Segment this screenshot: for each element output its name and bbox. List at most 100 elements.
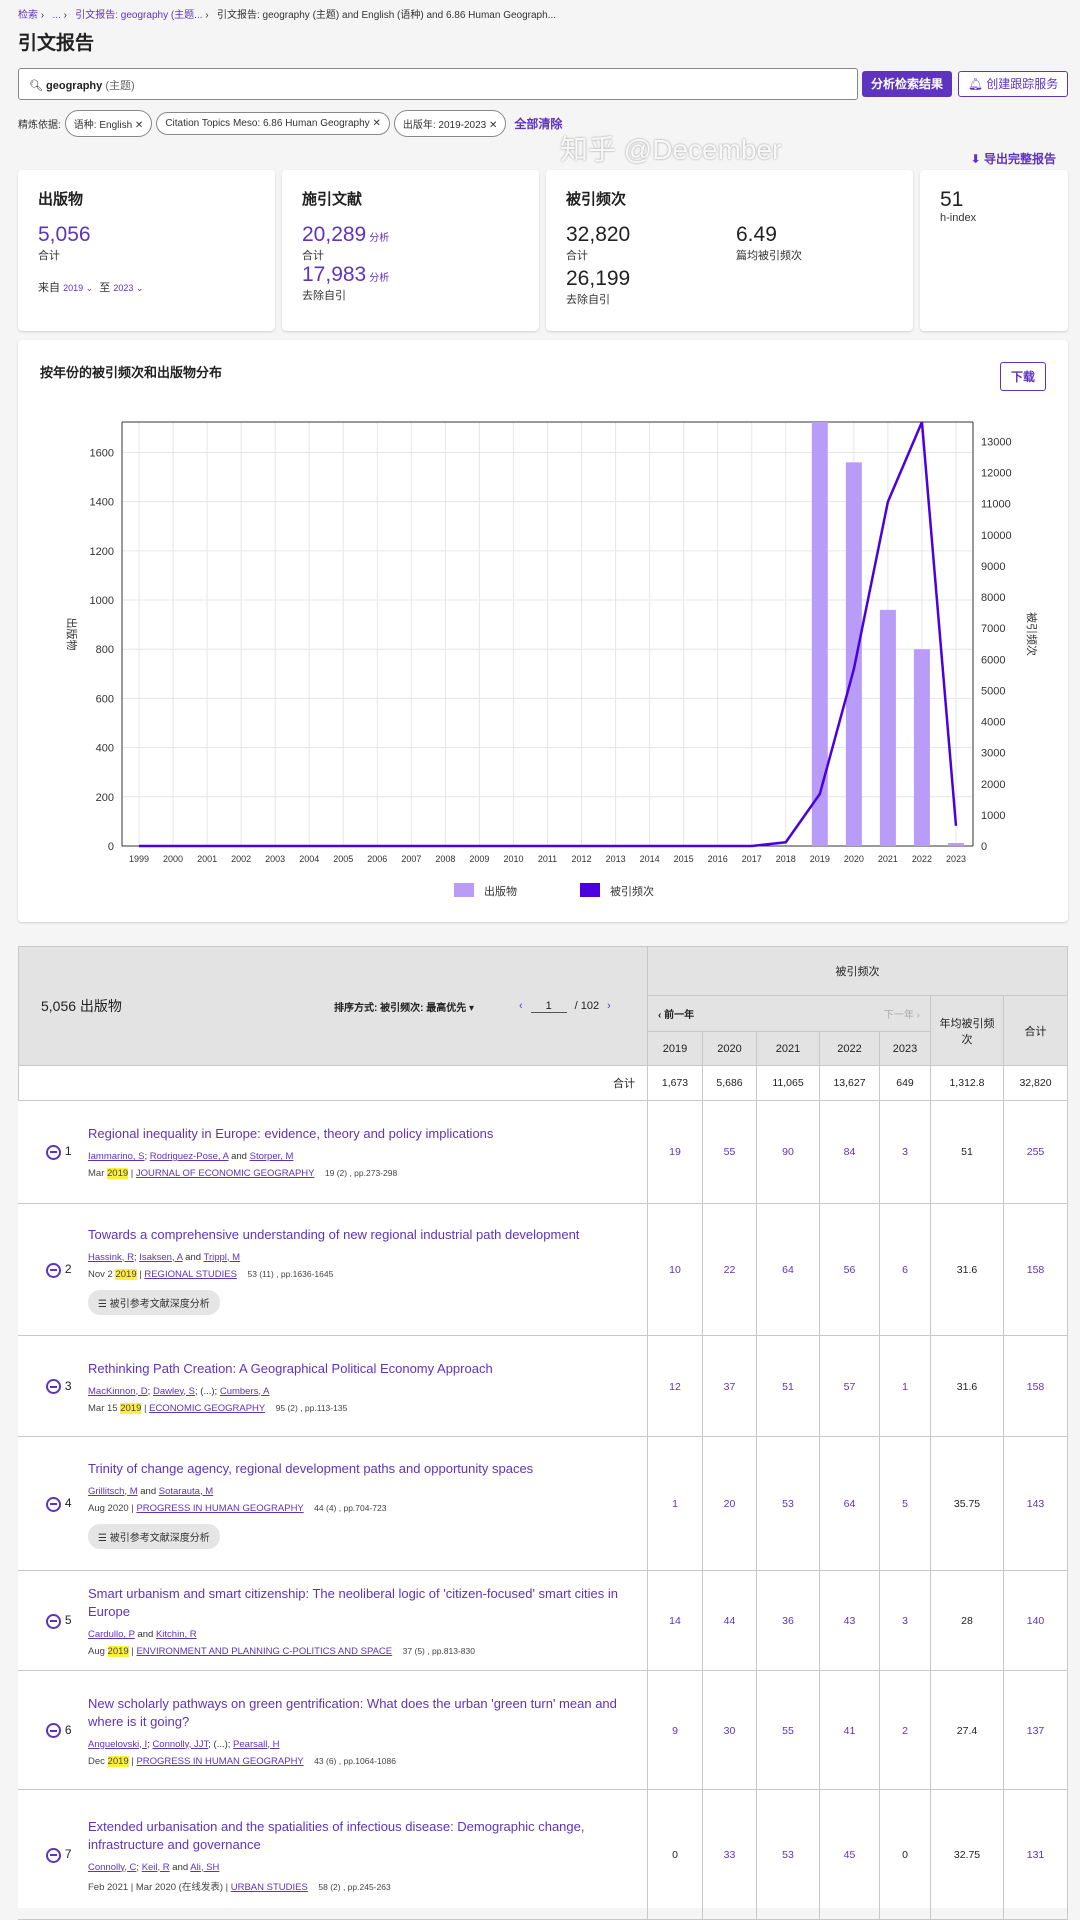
record-title-link[interactable]: Regional inequality in Europe: evidence,… [88,1125,638,1143]
author-link[interactable]: Iammarino, S [88,1151,145,1162]
to-year-select[interactable]: 2023 ⌄ [113,283,143,293]
author-link[interactable]: Dawley, S [153,1386,195,1397]
next-page-icon[interactable]: › [607,1000,611,1012]
author-link[interactable]: Isaksen, A [139,1252,182,1263]
cites-2023[interactable]: 2 [879,1671,931,1790]
author-link[interactable]: Connolly, C [88,1862,136,1873]
journal-link[interactable]: JOURNAL OF ECONOMIC GEOGRAPHY [136,1168,314,1179]
cites-2020[interactable]: 37 [702,1336,757,1437]
total-cites[interactable]: 143 [1003,1437,1068,1571]
citing-no-self-count[interactable]: 17,983 [302,263,366,286]
cites-2021[interactable]: 51 [756,1336,820,1437]
cites-2021[interactable]: 53 [756,1790,820,1920]
collapse-icon[interactable] [46,1379,61,1394]
breadcrumb-parent-report[interactable]: 引文报告: geography (主题... [75,10,202,21]
cites-2022[interactable]: 45 [819,1790,880,1920]
author-link[interactable]: MacKinnon, D [88,1386,148,1397]
cites-2023[interactable]: 6 [879,1204,931,1336]
breadcrumb-search[interactable]: 检索 [18,10,38,21]
deep-analysis-button[interactable]: ☰ 被引参考文献深度分析 [88,1290,220,1315]
export-report-link[interactable]: ⬇ 导出完整报告 [971,150,1056,167]
cites-2020[interactable]: 44 [702,1571,757,1671]
cites-2020[interactable]: 55 [702,1100,757,1204]
close-icon[interactable]: ✕ [135,120,143,131]
deep-analysis-button[interactable]: ☰ 被引参考文献深度分析 [88,1524,220,1549]
cites-2020[interactable]: 22 [702,1204,757,1336]
filter-chip-language[interactable]: 语种: English ✕ [65,110,153,137]
cites-2020[interactable]: 33 [702,1790,757,1920]
breadcrumb-ellipsis[interactable]: ... [52,10,60,21]
author-link[interactable]: Rodriguez-Pose, A [150,1151,229,1162]
cites-2019[interactable]: 14 [647,1571,703,1671]
total-cites[interactable]: 140 [1003,1571,1068,1671]
author-link[interactable]: Anguelovski, I [88,1739,147,1750]
author-link[interactable]: Keil, R [142,1862,170,1873]
total-cites[interactable]: 131 [1003,1790,1068,1920]
journal-link[interactable]: ECONOMIC GEOGRAPHY [149,1403,265,1414]
journal-link[interactable]: PROGRESS IN HUMAN GEOGRAPHY [136,1503,303,1514]
filter-chip-topic[interactable]: Citation Topics Meso: 6.86 Human Geograp… [156,112,390,135]
cites-2019[interactable]: 12 [647,1336,703,1437]
journal-link[interactable]: ENVIRONMENT AND PLANNING C-POLITICS AND … [136,1646,392,1657]
next-year-button[interactable]: 下一年 › [884,1006,920,1021]
cites-2019[interactable]: 19 [647,1100,703,1204]
cites-2020[interactable]: 20 [702,1437,757,1571]
cites-2021[interactable]: 53 [756,1437,820,1571]
prev-year-button[interactable]: ‹ 前一年 [658,1006,694,1021]
total-cites[interactable]: 158 [1003,1336,1068,1437]
collapse-icon[interactable] [46,1614,61,1629]
collapse-icon[interactable] [46,1848,61,1863]
author-link[interactable]: Cumbers, A [220,1386,270,1397]
total-cites[interactable]: 255 [1003,1100,1068,1204]
cites-2019[interactable]: 9 [647,1671,703,1790]
author-link[interactable]: Trippl, M [204,1252,241,1263]
collapse-icon[interactable] [46,1145,61,1160]
author-link[interactable]: Sotarauta, M [159,1486,213,1497]
cites-2021[interactable]: 90 [756,1100,820,1204]
cites-2019[interactable]: 10 [647,1204,703,1336]
author-link[interactable]: Grillitsch, M [88,1486,138,1497]
author-link[interactable]: Ali, SH [190,1862,219,1873]
collapse-icon[interactable] [46,1263,61,1278]
search-input[interactable]: 🔍︎ geography (主题) [18,68,858,100]
cites-2022[interactable]: 84 [819,1100,880,1204]
close-icon[interactable]: ✕ [372,118,380,129]
cites-2023[interactable]: 3 [879,1571,931,1671]
collapse-icon[interactable] [46,1723,61,1738]
from-year-select[interactable]: 2019 ⌄ [63,283,93,293]
filter-chip-year[interactable]: 出版年: 2019-2023 ✕ [394,110,507,137]
journal-link[interactable]: URBAN STUDIES [231,1882,308,1893]
page-input[interactable]: 1 [531,1000,567,1013]
analyze-results-button[interactable]: 分析检索结果 [862,71,952,97]
create-alert-button[interactable]: 🔔︎ 创建跟踪服务 [958,71,1068,97]
author-link[interactable]: Connolly, JJT [152,1739,208,1750]
author-link[interactable]: Hassink, R [88,1252,134,1263]
record-title-link[interactable]: Trinity of change agency, regional devel… [88,1460,638,1478]
cites-2019[interactable]: 1 [647,1437,703,1571]
cites-2020[interactable]: 30 [702,1671,757,1790]
analyze-link[interactable]: 分析 [369,233,389,244]
prev-page-icon[interactable]: ‹ [519,1000,523,1012]
cites-2023[interactable]: 3 [879,1100,931,1204]
cites-2023[interactable]: 5 [879,1437,931,1571]
analyze-link[interactable]: 分析 [369,273,389,284]
sort-select[interactable]: 排序方式: 被引频次: 最高优先 ▾ [334,999,474,1014]
cites-2022[interactable]: 43 [819,1571,880,1671]
record-title-link[interactable]: New scholarly pathways on green gentrifi… [88,1695,638,1731]
author-link[interactable]: Cardullo, P [88,1629,135,1640]
collapse-icon[interactable] [46,1497,61,1512]
citing-count[interactable]: 20,289 [302,223,366,246]
clear-all-link[interactable]: 全部清除 [514,115,562,132]
cites-2021[interactable]: 64 [756,1204,820,1336]
total-cites[interactable]: 137 [1003,1671,1068,1790]
author-link[interactable]: Kitchin, R [156,1629,197,1640]
record-title-link[interactable]: Extended urbanisation and the spatialiti… [88,1818,638,1854]
cites-2022[interactable]: 57 [819,1336,880,1437]
author-link[interactable]: Storper, M [250,1151,294,1162]
total-cites[interactable]: 158 [1003,1204,1068,1336]
cites-2022[interactable]: 64 [819,1437,880,1571]
journal-link[interactable]: PROGRESS IN HUMAN GEOGRAPHY [136,1756,303,1767]
cites-2021[interactable]: 36 [756,1571,820,1671]
close-icon[interactable]: ✕ [489,120,497,131]
cites-2023[interactable]: 1 [879,1336,931,1437]
